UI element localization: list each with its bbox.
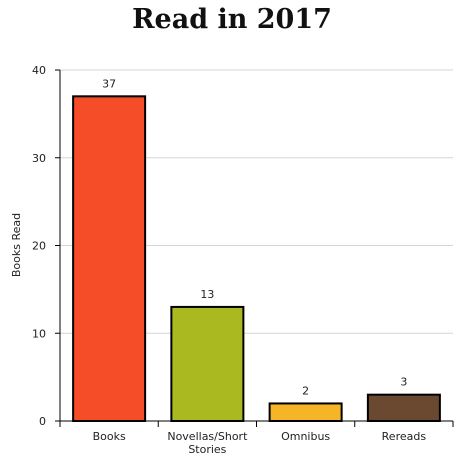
bar-books [72, 95, 147, 422]
data-label: 3 [400, 376, 407, 389]
x-tick-label: Rereads [382, 430, 427, 443]
bars: 37 13 2 3 [72, 77, 441, 423]
y-tick-label: 10 [32, 327, 46, 340]
data-label: 13 [200, 288, 214, 301]
bar-omnibus [268, 402, 343, 423]
y-tick-label: 20 [32, 240, 46, 253]
data-label: 37 [102, 77, 116, 90]
y-tick-label: 40 [32, 64, 46, 77]
x-tick-label: Novellas/Short Stories [167, 430, 248, 456]
data-label: 2 [302, 384, 309, 397]
y-tick-label: 30 [32, 152, 46, 165]
x-tick-label: Books [93, 430, 126, 443]
y-axis-label: Books Read [10, 213, 23, 277]
bar-rereads [366, 393, 441, 422]
x-tick-label: Omnibus [281, 430, 330, 443]
chart-title: Read in 2017 [132, 4, 332, 35]
y-axis: 0 10 20 30 40 [32, 64, 61, 428]
bar-novellas-short-stories [170, 305, 245, 422]
x-axis: Books Novellas/Short Stories Omnibus Rereads [59, 420, 454, 456]
y-tick-label: 0 [39, 415, 46, 428]
